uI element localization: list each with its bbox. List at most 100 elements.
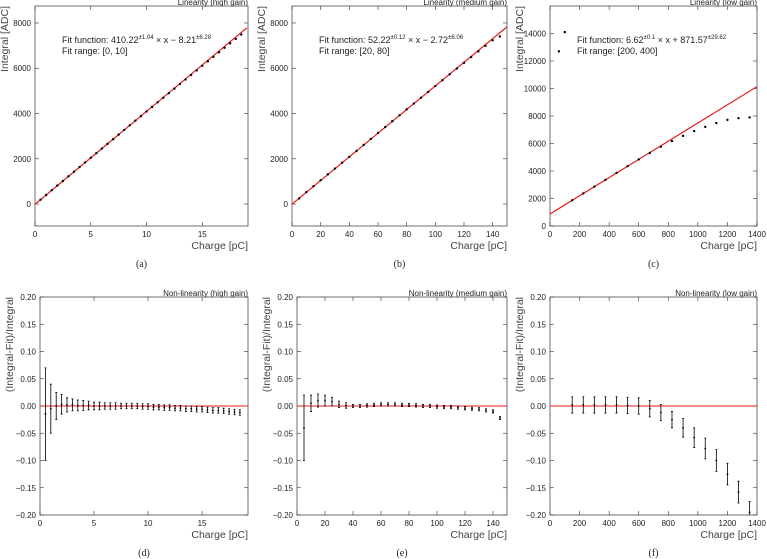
data-point: [195, 69, 198, 72]
data-point: [125, 405, 128, 407]
data-point: [163, 406, 166, 409]
y-tick-label: 0.20: [277, 293, 293, 302]
y-tick-label: 0: [542, 222, 547, 231]
data-point: [61, 179, 65, 183]
data-point: [373, 404, 375, 406]
data-point: [604, 404, 607, 406]
data-point: [340, 161, 344, 164]
x-tick-label: 200: [573, 519, 587, 528]
x-tick-label: 800: [662, 230, 676, 239]
panel: 0 200 400 600 800 1000 1200 1400020004000600080…: [514, 0, 766, 270]
data-point: [39, 198, 42, 201]
data-point: [238, 411, 241, 414]
x-tick-label: 1000: [689, 230, 707, 239]
x-axis-label: Charge [pC]: [700, 240, 757, 252]
y-tick-label: 10000: [524, 85, 547, 94]
data-point: [157, 406, 160, 408]
data-point: [310, 402, 312, 405]
data-point: [212, 55, 215, 59]
data-point: [499, 417, 501, 419]
y-tick-label: −0.05: [526, 429, 547, 438]
data-point: [60, 403, 63, 406]
caption: (e): [396, 548, 407, 559]
plot-area: [292, 26, 507, 205]
x-axis-label: Charge [pC]: [191, 240, 248, 252]
data-point: [93, 405, 95, 407]
data-point: [66, 404, 68, 406]
data-point: [557, 50, 561, 53]
data-point: [704, 125, 707, 129]
data-point: [95, 151, 98, 155]
data-point: [120, 405, 122, 407]
x-tick-label: 1200: [719, 230, 737, 239]
x-tick-label: 100: [430, 519, 444, 528]
data-point: [189, 73, 193, 77]
x-tick-label: 400: [602, 230, 616, 239]
data-point: [317, 399, 319, 402]
x-tick-label: 5: [92, 519, 97, 528]
x-tick-label: 0: [295, 519, 300, 528]
y-tick-label: −0.10: [526, 457, 547, 466]
y-tick-label: 2000: [528, 195, 546, 204]
data-point: [434, 84, 437, 88]
y-tick-label: 8000: [528, 112, 546, 121]
data-point: [44, 413, 47, 416]
data-point: [737, 491, 740, 494]
data-point: [715, 121, 718, 125]
data-point: [217, 51, 221, 54]
y-tick-label: −0.05: [16, 429, 37, 438]
x-tick-label: 0: [38, 519, 43, 528]
data-point: [408, 404, 410, 406]
chart-title: Non-linearity (low gain): [675, 289, 757, 298]
data-point: [464, 407, 466, 410]
data-point: [485, 409, 487, 412]
fit-function-part: ±0.1: [644, 35, 656, 41]
caption: (d): [138, 548, 150, 559]
data-point: [49, 407, 52, 410]
fit-function: Fit function: 410.22±1.04 × x − 8.21±6.2…: [62, 35, 212, 45]
data-point: [441, 79, 444, 82]
data-point: [184, 407, 187, 410]
panel: 0 20 40 60 80 100 120 140 0 2000 4000 6000 8000 Linea…: [256, 0, 508, 270]
data-point: [748, 511, 751, 514]
fit-function: Fit function: 6.62±0.1 × x + 871.57±29.6…: [577, 35, 727, 45]
data-point: [147, 405, 149, 408]
data-point: [223, 46, 226, 50]
data-point: [626, 164, 629, 168]
data-point: [150, 105, 154, 109]
x-tick-label: 40: [349, 519, 358, 528]
y-tick-label: −0.20: [16, 511, 37, 520]
x-tick-label: 1000: [689, 519, 707, 528]
data-point: [422, 405, 424, 407]
fit-line: [550, 86, 757, 215]
data-point: [398, 114, 401, 117]
x-tick-label: 140: [486, 230, 500, 239]
y-tick-label: −0.20: [526, 511, 547, 520]
y-tick-label: 0.15: [277, 320, 293, 329]
x-axis-label: Charge [pC]: [450, 529, 507, 541]
data-point: [136, 405, 139, 407]
y-axis-label: (Integral-Fit)/Integral: [514, 297, 526, 392]
x-axis-label: Charge [pC]: [191, 529, 248, 541]
y-tick-label: −0.15: [526, 484, 547, 493]
y-tick-label: 0: [27, 200, 32, 209]
data-point: [659, 411, 662, 414]
data-point: [419, 96, 423, 99]
fit-function-part: × x − 8.21: [154, 35, 197, 45]
x-tick-label: 0: [33, 230, 38, 239]
data-point: [106, 142, 109, 146]
data-point: [338, 403, 340, 406]
data-point: [659, 145, 663, 148]
y-tick-label: 4000: [528, 167, 546, 176]
fit-function-part: ±6.06: [448, 35, 464, 41]
data-point: [443, 406, 445, 408]
x-tick-label: 600: [632, 230, 646, 239]
x-tick-label: 600: [632, 519, 646, 528]
data-point: [83, 161, 87, 164]
data-point: [109, 405, 112, 407]
fit-range: Fit range: [20, 80]: [319, 46, 390, 56]
data-point: [71, 404, 74, 406]
data-point: [492, 410, 494, 413]
data-point: [682, 426, 684, 429]
